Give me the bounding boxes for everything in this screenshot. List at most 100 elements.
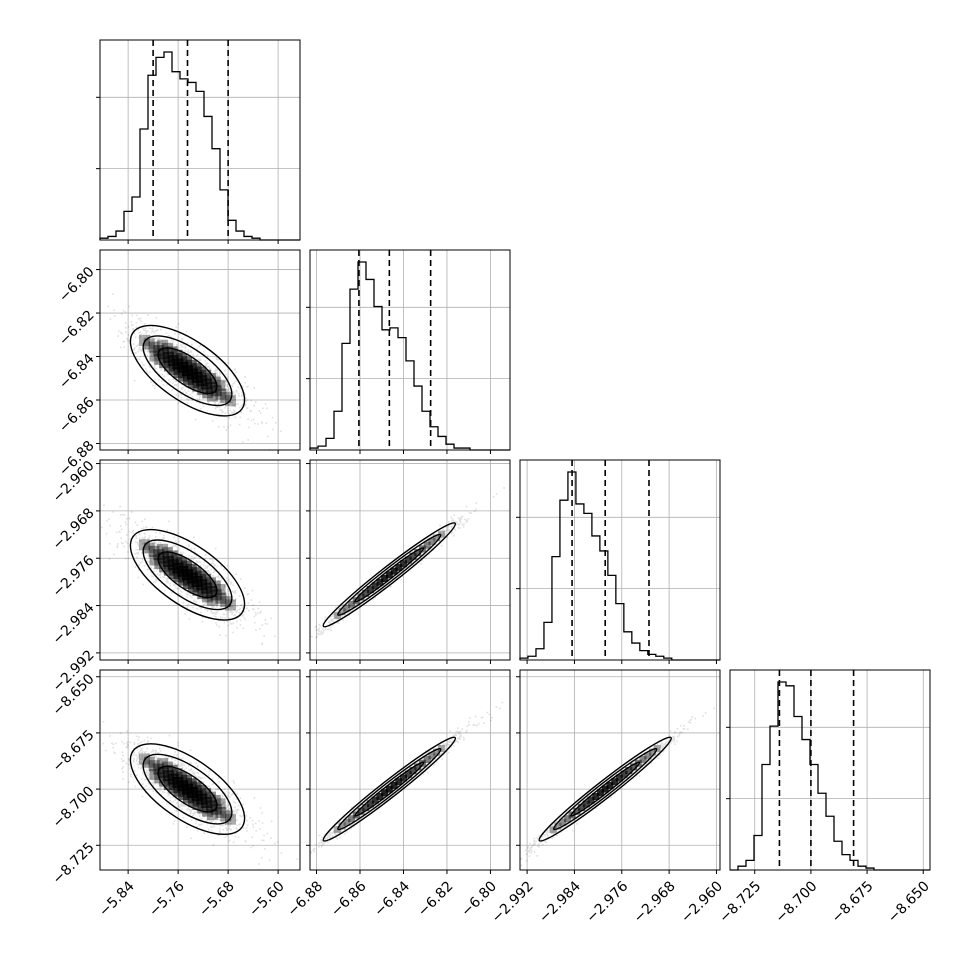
density-cell [404,770,412,778]
ytick-label: −2.976 [50,553,98,601]
density-cell [202,591,214,603]
contour-level-2 [337,533,442,616]
density-cell [192,380,204,392]
density-cell [559,818,567,826]
density-cell [149,768,161,780]
density-cell [606,781,614,789]
density-cell [433,534,441,542]
density-cell [333,611,341,619]
panel-frame [729,669,931,871]
density-cell [202,387,214,399]
histogram-step-line [99,51,300,241]
xtick-label: −8.650 [885,878,933,926]
histogram-2 [306,249,511,454]
density-cell [200,369,212,381]
density-cell [200,573,212,585]
density-cell [601,785,609,793]
density-cell [592,793,600,800]
contour-level-3 [570,761,641,817]
panel-frame [519,669,721,871]
density-cell [587,796,595,804]
panel-content [102,721,299,865]
density-cell [161,761,173,773]
ytick-label: −8.675 [50,727,98,775]
density-cell [653,745,661,752]
histogram-3 [516,459,721,664]
density-cell [568,811,576,819]
density-cell [376,793,384,800]
contour-level-3 [157,347,218,395]
histogram-step-line [309,261,510,451]
panel-frame [309,249,511,451]
histogram-step-line [519,471,720,661]
density-cell [381,789,389,797]
xtick-label: −6.84 [371,878,413,920]
density-cell [204,791,216,803]
density-cell [214,584,226,595]
density-cell [148,760,160,772]
contour-level-2 [337,747,442,831]
xtick-label: −5.68 [196,878,238,920]
density-cell [215,388,227,400]
density-cell [206,390,218,402]
density-cell [414,763,422,771]
contour-level-3 [354,547,425,603]
density-cell [215,807,227,818]
density-cell [343,818,351,826]
panel-frame [309,669,511,871]
scatter-panel-2-1 [96,249,301,454]
density-cell [357,593,365,601]
density-cell [611,778,619,786]
xtick-label: −2.984 [536,878,584,926]
density-cell [192,799,204,810]
density-cell [385,785,393,793]
density-cell [338,822,346,830]
density-cell [433,748,441,756]
contour-level-1 [322,522,457,628]
density-cell [371,796,379,804]
density-cell [161,547,173,559]
ytick-label: −2.984 [50,600,98,648]
contour-level-2 [552,747,658,831]
density-cell [418,759,426,767]
panel-frame [99,39,301,241]
density-cell [634,759,642,767]
xtick-label: −6.86 [328,878,370,920]
density-cell [214,379,226,391]
density-cell [205,586,217,597]
density-cell [149,554,161,566]
scatter-panel-3-1 [96,459,301,664]
density-cell [352,811,360,819]
density-cell [333,826,341,834]
density-cell [644,752,652,760]
contour-level-3 [354,761,425,817]
contour-level-1 [538,736,672,842]
density-cell [205,800,217,812]
density-cell [423,541,431,549]
density-cell [376,578,384,586]
density-cell [143,338,155,350]
panel-frame [309,459,511,661]
density-cell [362,589,370,597]
density-cell [348,600,355,608]
density-cell [343,604,351,612]
density-cell [554,822,562,830]
density-cell [148,341,160,353]
density-cell [192,584,204,596]
histogram-step-line [730,681,930,871]
xtick-label: −5.76 [146,878,188,920]
density-cell [143,756,155,768]
density-cell [390,781,398,789]
contour-level-3 [157,551,218,599]
density-cell [381,575,389,582]
density-cell [620,770,628,778]
density-cell [366,800,374,808]
panel-content [310,701,504,854]
histogram-4 [726,669,931,874]
density-cell [352,597,360,605]
contour-level-1 [129,528,246,621]
xtick-label: −8.700 [773,878,821,926]
density-cell [395,563,403,571]
density-cell [428,538,436,545]
xtick-label: −2.968 [631,878,679,926]
